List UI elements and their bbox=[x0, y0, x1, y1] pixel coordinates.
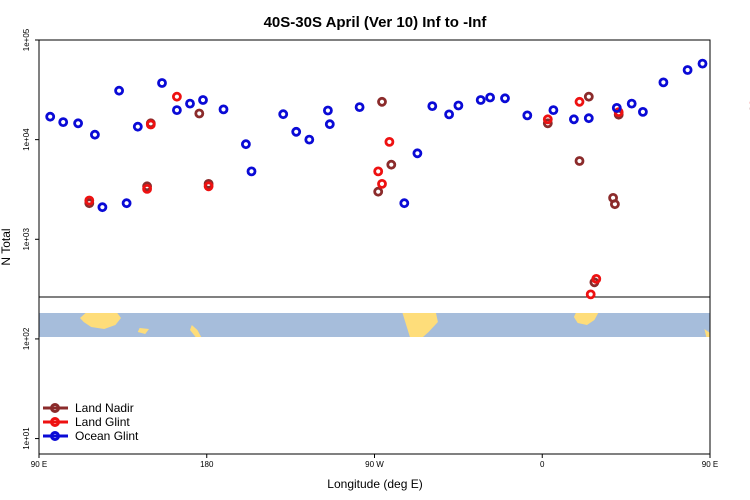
point-land-glint bbox=[591, 273, 602, 284]
point-ocean-glint bbox=[444, 109, 455, 120]
y-axis: 1e+01 1e+02 1e+03 1e+04 1e+05 bbox=[22, 28, 39, 450]
point-ocean-glint bbox=[132, 121, 143, 132]
y-tick-label: 1e+02 bbox=[22, 327, 31, 350]
point-ocean-glint bbox=[475, 95, 486, 105]
point-land-glint bbox=[145, 119, 156, 130]
point-ocean-glint bbox=[569, 114, 579, 125]
point-ocean-glint bbox=[485, 92, 496, 103]
point-land-glint bbox=[84, 195, 95, 206]
point-land-glint bbox=[542, 114, 553, 125]
point-land-glint bbox=[171, 91, 182, 102]
point-land-glint bbox=[377, 178, 387, 189]
point-land-glint bbox=[142, 183, 153, 194]
legend-marker-land-glint bbox=[50, 417, 60, 427]
point-ocean-glint bbox=[185, 98, 195, 109]
map-land-australia bbox=[80, 313, 121, 329]
x-axis-label: Longitude (deg E) bbox=[327, 477, 422, 491]
map-ocean bbox=[39, 313, 710, 337]
point-land-glint bbox=[373, 166, 384, 177]
point-ocean-glint bbox=[399, 198, 410, 209]
map-land-new-zealand bbox=[190, 325, 202, 337]
point-ocean-glint bbox=[548, 105, 559, 115]
point-ocean-glint bbox=[412, 148, 423, 159]
y-tick-label: 1e+05 bbox=[22, 28, 31, 51]
point-land-nadir bbox=[583, 91, 594, 102]
point-ocean-glint bbox=[90, 129, 100, 140]
data-points bbox=[45, 58, 750, 300]
point-ocean-glint bbox=[171, 105, 182, 115]
point-land-glint bbox=[585, 289, 596, 300]
point-ocean-glint bbox=[626, 98, 637, 109]
legend-label-ocean-glint: Ocean Glint bbox=[75, 429, 139, 443]
y-tick-label: 1e+03 bbox=[22, 227, 31, 250]
legend-item-land-nadir: Land Nadir bbox=[43, 401, 134, 415]
point-ocean-glint bbox=[697, 58, 708, 69]
point-ocean-glint bbox=[218, 104, 229, 115]
world-map-strip bbox=[39, 313, 710, 337]
series-ocean-glint bbox=[45, 58, 708, 213]
point-land-glint bbox=[203, 181, 214, 192]
series-land-nadir bbox=[84, 91, 750, 288]
point-ocean-glint bbox=[583, 113, 594, 124]
point-ocean-glint bbox=[198, 95, 208, 105]
map-land-south-america bbox=[402, 313, 438, 337]
point-ocean-glint bbox=[246, 166, 257, 177]
point-land-glint bbox=[384, 136, 395, 147]
point-land-glint bbox=[574, 96, 585, 107]
point-ocean-glint bbox=[322, 105, 333, 116]
map-land-tasmania bbox=[137, 328, 149, 334]
point-ocean-glint bbox=[427, 101, 438, 111]
point-ocean-glint bbox=[73, 118, 83, 129]
point-ocean-glint bbox=[157, 78, 167, 88]
x-tick-label: 90 W bbox=[365, 460, 384, 469]
point-ocean-glint bbox=[304, 134, 315, 145]
legend-marker-ocean-glint bbox=[50, 431, 60, 441]
x-tick-label: 90 E bbox=[702, 460, 718, 469]
point-ocean-glint bbox=[658, 77, 669, 88]
point-ocean-glint bbox=[611, 103, 622, 113]
legend-label-land-glint: Land Glint bbox=[75, 415, 130, 429]
x-axis: 90 E 180 90 W 0 90 E bbox=[31, 454, 718, 469]
point-land-nadir bbox=[386, 159, 397, 170]
chart-title: 40S-30S April (Ver 10) Inf to -Inf bbox=[264, 14, 488, 31]
legend: Land Nadir Land Glint Ocean Glint bbox=[43, 401, 139, 443]
point-ocean-glint bbox=[453, 100, 464, 111]
plot-area-frame bbox=[38, 39, 711, 455]
map-land-new-zealand-repeat bbox=[704, 329, 710, 337]
legend-item-land-glint: Land Glint bbox=[43, 415, 130, 429]
point-ocean-glint bbox=[114, 85, 124, 96]
x-tick-label: 0 bbox=[540, 460, 545, 469]
point-ocean-glint bbox=[278, 109, 289, 120]
point-land-nadir bbox=[194, 108, 205, 119]
series-land-glint bbox=[84, 91, 750, 300]
legend-marker-land-nadir bbox=[50, 403, 60, 413]
y-tick-label: 1e+01 bbox=[22, 427, 31, 450]
point-ocean-glint bbox=[354, 102, 365, 112]
y-axis-label: N Total bbox=[0, 228, 13, 265]
point-ocean-glint bbox=[240, 139, 251, 150]
point-ocean-glint bbox=[522, 110, 533, 121]
point-ocean-glint bbox=[638, 107, 648, 117]
point-ocean-glint bbox=[291, 126, 302, 137]
y-tick-label: 1e+04 bbox=[22, 128, 31, 151]
x-tick-label: 90 E bbox=[31, 460, 47, 469]
point-ocean-glint bbox=[682, 65, 693, 75]
point-land-nadir bbox=[373, 186, 384, 197]
point-ocean-glint bbox=[500, 93, 510, 104]
point-land-nadir bbox=[608, 192, 618, 203]
x-tick-label: 180 bbox=[200, 460, 214, 469]
point-ocean-glint bbox=[121, 198, 132, 209]
point-land-nadir bbox=[377, 96, 387, 107]
point-ocean-glint bbox=[324, 119, 335, 130]
legend-label-land-nadir: Land Nadir bbox=[75, 401, 134, 415]
point-land-nadir bbox=[574, 156, 585, 166]
legend-item-ocean-glint: Ocean Glint bbox=[43, 429, 139, 443]
map-land-africa bbox=[573, 313, 599, 325]
point-ocean-glint bbox=[97, 202, 108, 213]
point-ocean-glint bbox=[45, 111, 56, 122]
point-land-nadir bbox=[542, 118, 553, 129]
point-ocean-glint bbox=[58, 117, 69, 127]
